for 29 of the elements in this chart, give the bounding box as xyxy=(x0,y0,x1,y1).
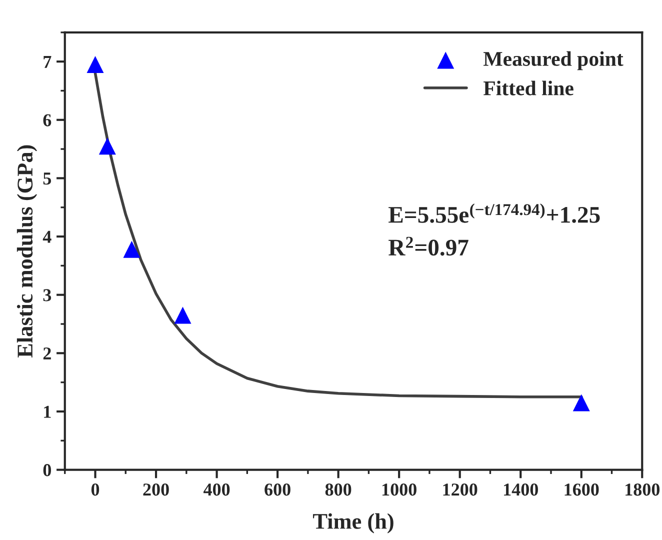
x-tick-label: 800 xyxy=(325,484,352,496)
x-tick-label: 0 xyxy=(91,484,100,496)
point xyxy=(174,306,192,324)
x-tick-label: 1400 xyxy=(504,484,538,496)
x-tick-label: 600 xyxy=(264,484,290,496)
x-axis-title: Time (h) xyxy=(313,513,394,534)
legend-label: Fitted line xyxy=(483,80,574,96)
y-tick-label: 0 xyxy=(43,464,51,476)
x-tick-label: 200 xyxy=(143,484,169,496)
point xyxy=(86,56,104,73)
y-axis-title: Elastic modulus (GPa) xyxy=(16,145,38,358)
y-tick-label: 2 xyxy=(43,347,51,360)
y-tick-label: 1 xyxy=(44,406,51,418)
point xyxy=(98,138,116,155)
annotation: R$^{2}$=0.97 xyxy=(388,236,468,256)
x-tick-label: 1000 xyxy=(382,484,416,496)
y-tick-label: 4 xyxy=(42,230,52,243)
x-tick-label: 400 xyxy=(203,484,230,496)
x-tick-label: 1600 xyxy=(564,484,599,496)
y-tick-label: 6 xyxy=(43,114,52,126)
point xyxy=(123,240,140,258)
y-tick-label: 3 xyxy=(43,289,52,302)
y-tick-label: 7 xyxy=(44,56,52,68)
annotation: E=5.55e$^{(−t/174.94)}$+1.25 xyxy=(388,204,600,223)
x-tick-label: 1200 xyxy=(443,484,478,496)
y-tick-label: 5 xyxy=(43,172,52,185)
legend-label: Measured point xyxy=(483,51,624,70)
x-tick-label: 1800 xyxy=(626,484,660,496)
point xyxy=(572,394,590,412)
